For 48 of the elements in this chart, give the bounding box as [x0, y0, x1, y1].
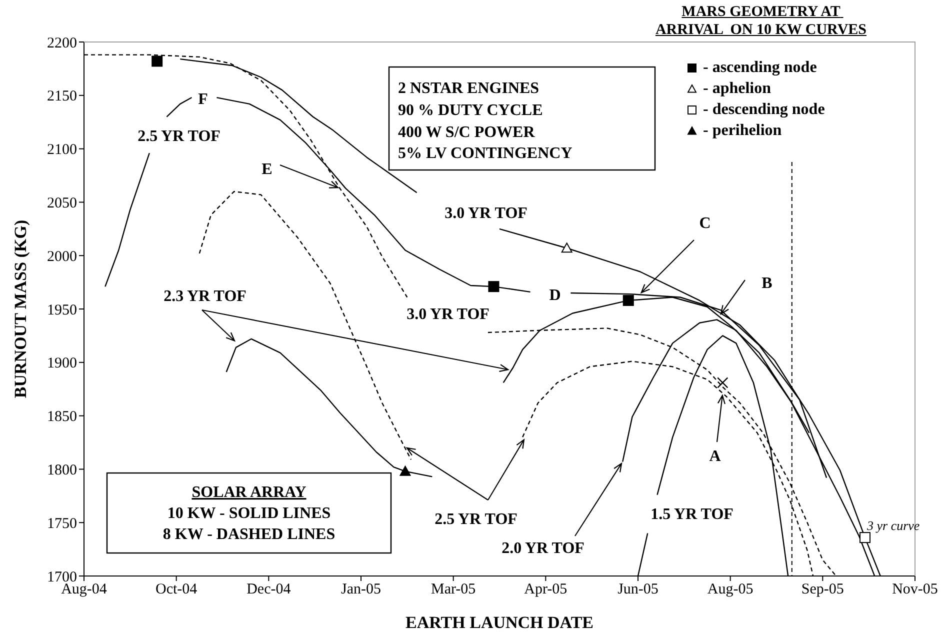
x-tick-label: Dec-04	[246, 582, 292, 598]
x-tick-label: Sep-05	[801, 582, 844, 598]
annotation: F	[198, 91, 208, 108]
annotation: C	[699, 215, 711, 232]
x-tick-label: Mar-05	[430, 582, 476, 598]
annotation: 2 NSTAR ENGINES	[398, 80, 540, 97]
annotation: 2.5 YR TOF	[434, 511, 518, 528]
y-tick-label: 1800	[47, 462, 77, 479]
annotation: D	[549, 287, 561, 304]
x-tick-label: Oct-04	[156, 582, 198, 598]
x-tick-label: Jun-05	[618, 582, 658, 598]
annotation: B	[762, 275, 773, 292]
x-tick-label: Apr-05	[524, 582, 568, 598]
x-tick-label: Jan-05	[341, 582, 381, 598]
x-tick-label: Aug-05	[707, 582, 754, 598]
annotation: SOLAR ARRAY	[192, 484, 307, 501]
annotation: E	[262, 161, 272, 178]
annotation: 2.5 YR TOF	[138, 128, 221, 145]
y-tick-label: 1750	[47, 516, 77, 532]
annotation: 1.5 YR TOF	[650, 506, 734, 523]
legend-label: - perihelion	[703, 122, 782, 140]
annotation: 400 W S/C POWER	[398, 124, 536, 141]
y-tick-label: 2150	[47, 88, 77, 105]
annotation: 5% LV CONTINGENCY	[398, 145, 573, 162]
legend-title: MARS GEOMETRY AT ARRIVAL ON 10 KW CURVES	[655, 4, 867, 38]
x-tick-label: Aug-04	[61, 582, 108, 598]
annotation: 10 KW - SOLID LINES	[167, 505, 331, 522]
annotation: 3.0 YR TOF	[406, 306, 490, 323]
annotation: 3.0 YR TOF	[444, 205, 528, 222]
annotation: 8 KW - DASHED LINES	[162, 526, 336, 543]
y-tick-label: 2200	[47, 35, 77, 52]
x-tick-label: Nov-05	[892, 582, 938, 598]
y-tick-label: 1900	[47, 356, 77, 372]
annotation: 2.0 YR TOF	[502, 540, 585, 557]
y-tick-label: 1850	[47, 409, 77, 426]
legend-label: - aphelion	[703, 80, 772, 98]
x-axis-title: EARTH LAUNCH DATE	[406, 613, 594, 632]
y-tick-label: 2050	[47, 196, 77, 212]
legend-label: - descending node	[703, 100, 825, 118]
y-tick-label: 2100	[47, 142, 77, 158]
annotation: A	[709, 448, 722, 465]
annotation: 2.3 YR TOF	[164, 288, 247, 305]
y-axis-title: BURNOUT MASS (KG)	[10, 220, 30, 398]
annotation: 3 yr curve	[866, 518, 920, 533]
y-tick-label: 2000	[47, 248, 77, 265]
annotation: 90 % DUTY CYCLE	[398, 102, 543, 119]
y-tick-label: 1950	[47, 302, 77, 318]
legend-label: - ascending node	[703, 58, 817, 76]
